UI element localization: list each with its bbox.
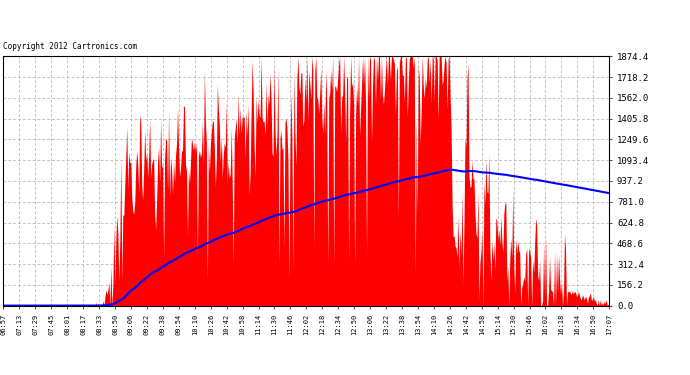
Text: Copyright 2012 Cartronics.com: Copyright 2012 Cartronics.com <box>3 42 137 51</box>
Text: West Array Actual Power (red) & Running Average Power (Watts blue)  Wed Feb 8 17: West Array Actual Power (red) & Running … <box>3 12 564 22</box>
